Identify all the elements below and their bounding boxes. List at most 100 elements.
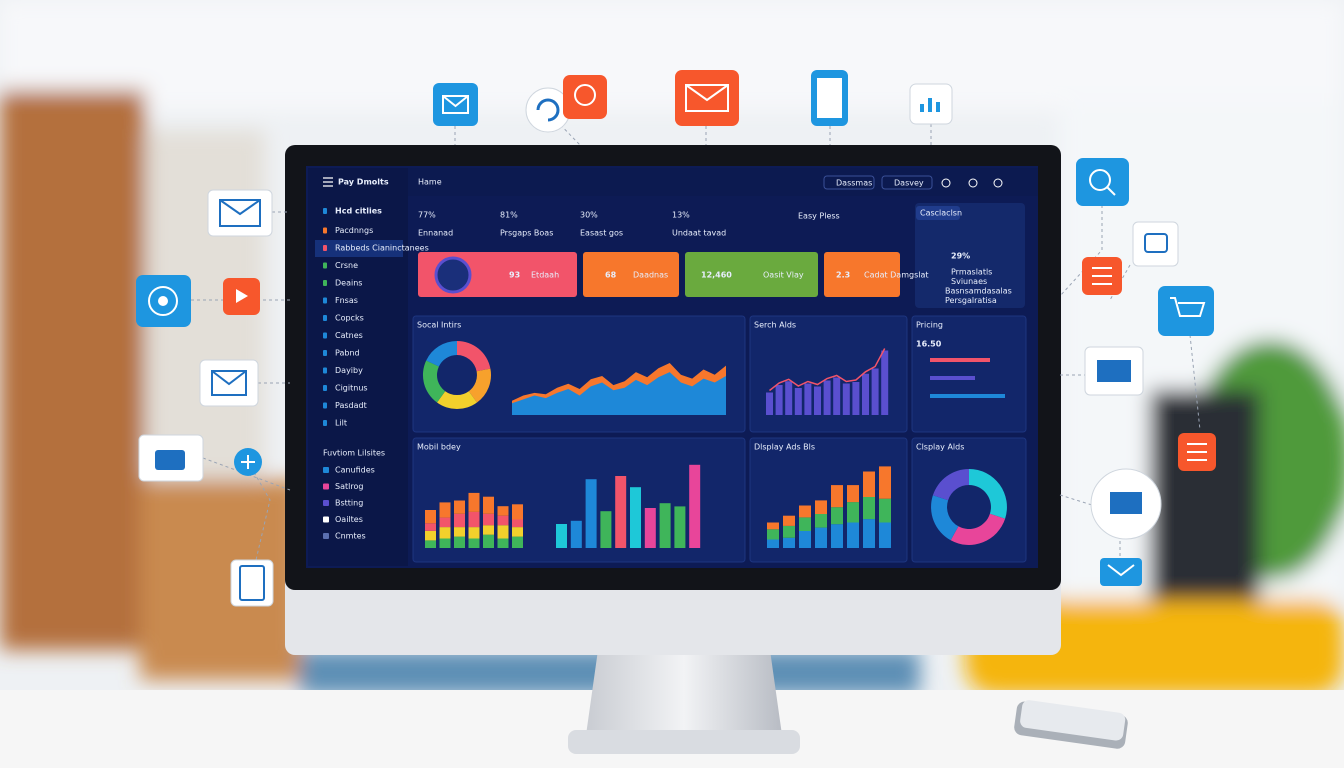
bar (556, 524, 567, 548)
nav-item[interactable]: Oailtes (335, 515, 363, 524)
bar (862, 373, 869, 415)
nav-icon (323, 483, 329, 490)
headline: Easy Pless (798, 212, 840, 221)
bar (630, 487, 641, 548)
stacked-segment (439, 517, 451, 528)
kpi-label: Undaat tavad (672, 229, 726, 238)
card-value: 2.3 (836, 271, 850, 280)
bar (881, 350, 889, 415)
stacked-segment (831, 485, 843, 508)
nav-item[interactable]: Lilt (335, 419, 347, 428)
stacked-segment (799, 531, 811, 548)
nav-icon (323, 350, 327, 356)
stacked-segment (439, 538, 451, 548)
summary-panel (915, 203, 1025, 308)
nav-item[interactable]: Hcd citlies (335, 207, 382, 216)
nav-item[interactable]: Pacdnngs (335, 226, 373, 235)
card-label: Cadat Damgslat (864, 271, 929, 280)
nav-icon (323, 500, 329, 506)
nav-item[interactable]: Bstting (335, 499, 363, 508)
donut-segment (426, 340, 457, 367)
nav-item[interactable]: Cnmtes (335, 532, 366, 541)
area-series (512, 372, 726, 415)
stacked-segment (815, 527, 827, 548)
gauge (434, 256, 472, 294)
control-label[interactable]: Dassmas (836, 179, 872, 188)
stacked-segment (468, 492, 480, 512)
nav-icon (323, 262, 327, 269)
nav-icon (323, 227, 327, 234)
kpi-value: 77% (418, 211, 436, 220)
stat-card (824, 252, 900, 297)
stacked-segment (799, 505, 811, 518)
card-value: 93 (509, 271, 520, 280)
donut-segment (437, 391, 477, 410)
nav-item[interactable]: Pabnd (335, 349, 360, 358)
control-label[interactable]: Dasvey (894, 179, 924, 188)
kpi-label: Prsgaps Boas (500, 229, 553, 238)
chart-title: Serch Alds (754, 321, 796, 330)
stacked-segment (847, 502, 859, 523)
stacked-segment (879, 522, 891, 548)
card-label: Daadnas (633, 271, 668, 280)
donut-segment (422, 360, 446, 403)
stacked-segment (831, 524, 843, 548)
stacked-segment (468, 527, 480, 539)
nav-item[interactable]: Catnes (335, 331, 363, 340)
stacked-segment (439, 527, 451, 539)
card-label: Etdaah (531, 271, 559, 280)
bar (871, 368, 879, 415)
card-value: 12,460 (701, 271, 732, 280)
nav-item[interactable]: Fnsas (335, 296, 358, 305)
stat-card (583, 252, 679, 297)
nav-item[interactable]: Deains (335, 279, 362, 288)
nav-icon (323, 297, 327, 304)
nav-item[interactable]: Crsne (335, 261, 358, 270)
bar (585, 479, 597, 548)
nav-item[interactable]: Satlrog (335, 482, 363, 491)
chart-title: Pricing (916, 321, 943, 330)
menu-icon (323, 177, 333, 187)
nav-icon (323, 208, 327, 214)
donut-segment (932, 469, 969, 501)
summary-line: Sviunaes (951, 277, 987, 286)
nav-item[interactable]: Copcks (335, 314, 364, 323)
nav-icon (323, 367, 327, 374)
nav-item[interactable]: Rabbeds Cianinctanees (335, 244, 429, 253)
summary-value: 29% (951, 252, 970, 261)
summary-tab-label[interactable]: Casclaclsn (920, 209, 962, 218)
bar (674, 506, 686, 548)
stacked-segment (767, 539, 779, 548)
h-bar (930, 376, 975, 380)
summary-line: Prmaslatls (951, 268, 992, 277)
page-title: Hame (418, 178, 442, 187)
bar (785, 381, 793, 415)
control (881, 175, 933, 190)
stacked-segment (425, 530, 436, 541)
nav-icon (323, 420, 327, 426)
stacked-segment (863, 497, 875, 520)
kpi-value: 30% (580, 211, 598, 220)
bar (689, 464, 701, 548)
stacked-segment (847, 485, 859, 503)
stacked-segment (454, 527, 465, 537)
stacked-segment (783, 515, 795, 526)
control (823, 175, 875, 190)
nav-item[interactable]: Dayiby (335, 366, 363, 375)
donut-segment (468, 368, 492, 403)
nav-icon (323, 385, 327, 391)
nav-icon (323, 533, 329, 539)
kpi-label: Easast gos (580, 229, 623, 238)
bar (615, 476, 627, 548)
nav-item[interactable]: Pasdadt (335, 401, 367, 410)
nav-icon (323, 315, 327, 321)
stacked-segment (483, 525, 494, 535)
nav-item[interactable]: Cigitnus (335, 384, 368, 393)
pricing-value: 16.50 (916, 340, 942, 349)
nav-item[interactable]: Canufides (335, 466, 375, 475)
stacked-segment (879, 466, 891, 499)
stacked-segment (831, 507, 843, 525)
floating-icons (136, 70, 1216, 607)
